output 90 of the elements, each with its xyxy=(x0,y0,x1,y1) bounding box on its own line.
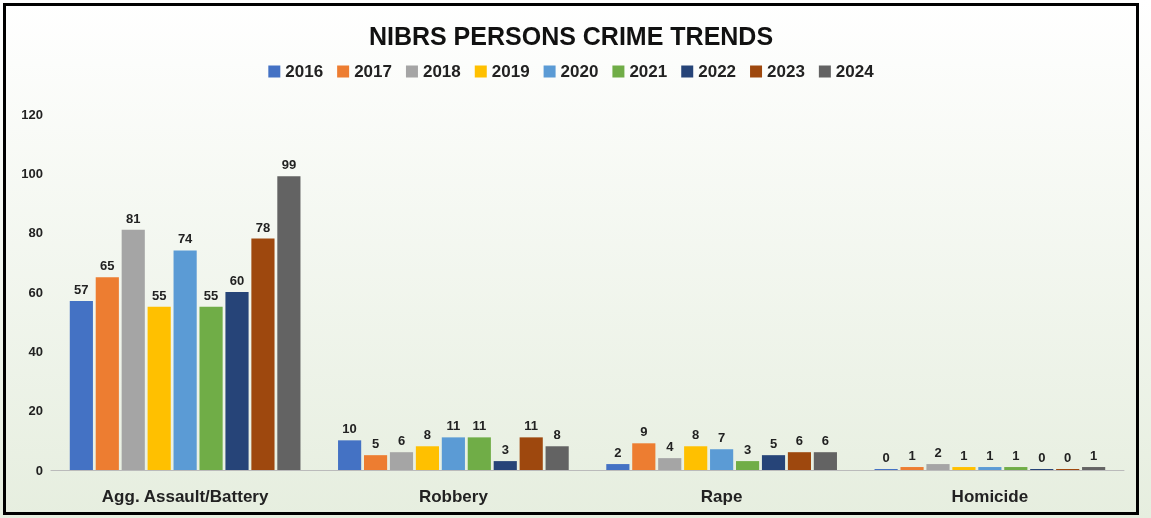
bar xyxy=(251,238,275,470)
bar xyxy=(978,467,1002,470)
bar xyxy=(1004,467,1028,470)
bar xyxy=(69,300,93,470)
bar xyxy=(900,467,924,470)
data-label: 8 xyxy=(692,427,700,443)
data-label: 1 xyxy=(1012,448,1020,464)
x-tick-label: Homicide xyxy=(951,487,1029,506)
y-tick-label: 40 xyxy=(28,343,43,359)
bar xyxy=(441,437,465,470)
bar xyxy=(952,467,976,470)
bar xyxy=(173,250,197,470)
data-label: 1 xyxy=(986,448,994,464)
data-label: 0 xyxy=(1064,450,1072,465)
bar xyxy=(813,452,837,470)
data-label: 78 xyxy=(255,219,271,235)
x-tick-label: Rape xyxy=(700,487,743,506)
data-label: 11 xyxy=(524,418,539,434)
legend-label: 2019 xyxy=(491,62,530,81)
bar xyxy=(415,446,440,470)
data-label: 8 xyxy=(423,427,432,443)
data-label: 3 xyxy=(743,442,752,458)
data-label: 55 xyxy=(151,287,167,303)
data-label: 10 xyxy=(342,421,357,437)
bar xyxy=(606,464,630,470)
bar xyxy=(926,464,950,470)
data-label: 3 xyxy=(501,442,509,458)
legend-label: 2021 xyxy=(629,62,668,81)
bar xyxy=(519,437,543,470)
legend-label: 2018 xyxy=(422,62,461,81)
data-label: 11 xyxy=(446,418,461,434)
bar xyxy=(121,229,145,470)
bar xyxy=(338,440,362,470)
bar xyxy=(199,306,223,470)
bar xyxy=(761,455,786,470)
data-label: 1 xyxy=(1090,448,1098,464)
data-label: 6 xyxy=(821,433,830,449)
data-label: 0 xyxy=(882,450,890,465)
data-label: 6 xyxy=(397,433,406,449)
chart-title: NIBRS PERSONS CRIME TRENDS xyxy=(368,21,774,50)
data-label: 1 xyxy=(908,448,916,464)
bar xyxy=(389,452,414,470)
bar xyxy=(493,461,517,470)
data-label: 8 xyxy=(553,427,561,443)
legend-label: 2024 xyxy=(835,62,875,81)
bar xyxy=(147,306,171,470)
legend-label: 2020 xyxy=(560,62,599,81)
data-label: 6 xyxy=(795,433,804,449)
data-label: 55 xyxy=(203,287,219,303)
data-label: 74 xyxy=(177,231,194,247)
data-label: 4 xyxy=(666,439,675,455)
legend-label: 2016 xyxy=(285,62,324,81)
y-tick-label: 80 xyxy=(28,225,43,241)
legend-label: 2017 xyxy=(354,62,392,81)
data-label: 0 xyxy=(1038,450,1046,465)
data-label: 5 xyxy=(769,436,778,452)
data-label: 1 xyxy=(960,448,968,464)
data-label: 11 xyxy=(472,418,487,434)
bar xyxy=(735,461,760,470)
bar xyxy=(467,437,491,470)
bar xyxy=(684,446,708,470)
bar xyxy=(658,458,682,470)
bar xyxy=(277,176,301,470)
data-label: 99 xyxy=(281,157,297,173)
bar xyxy=(787,452,812,470)
y-tick-label: 0 xyxy=(35,462,43,478)
x-tick-label: Robbery xyxy=(418,487,489,506)
y-tick-label: 100 xyxy=(21,165,43,181)
data-label: 2 xyxy=(614,445,622,461)
y-tick-label: 20 xyxy=(28,403,43,419)
data-label: 7 xyxy=(718,430,726,446)
bar xyxy=(1082,467,1106,470)
y-tick-label: 60 xyxy=(28,284,43,300)
x-tick-label: Agg. Assault/Battery xyxy=(101,487,269,506)
data-label: 9 xyxy=(640,424,648,440)
bar xyxy=(363,455,388,470)
data-label: 2 xyxy=(934,445,942,461)
bar xyxy=(545,446,569,470)
data-label: 65 xyxy=(100,258,115,274)
legend-label: 2022 xyxy=(698,62,737,81)
y-tick-label: 120 xyxy=(21,106,43,122)
data-label: 81 xyxy=(126,210,141,226)
data-label: 57 xyxy=(74,281,89,297)
bar xyxy=(710,449,734,470)
bar xyxy=(95,277,119,470)
bar xyxy=(632,443,656,470)
bar xyxy=(225,292,249,470)
data-label: 60 xyxy=(229,273,245,288)
legend-label: 2023 xyxy=(767,62,805,81)
data-label: 5 xyxy=(371,436,380,452)
